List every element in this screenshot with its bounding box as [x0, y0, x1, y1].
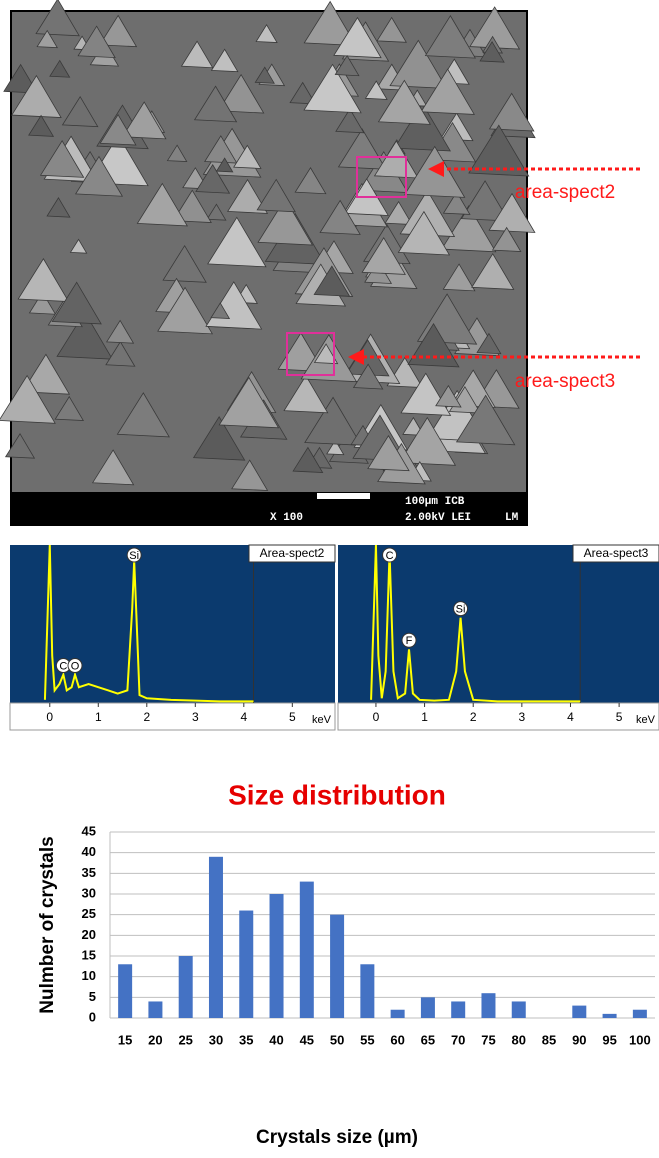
- info-text: 2.00kV LEI: [405, 512, 471, 524]
- x-axis-label: Crystals size (µm): [256, 1127, 418, 1148]
- y-tick-label: 25: [82, 906, 96, 921]
- x-tick-label: 40: [269, 1032, 283, 1047]
- x-tick-label: 85: [542, 1032, 556, 1047]
- info-text: 100µm ICB: [405, 496, 465, 508]
- scale-bar: [317, 493, 370, 499]
- x-tick-label: 5: [616, 710, 623, 724]
- peak-label: C: [59, 660, 67, 672]
- peak-label: C: [386, 550, 394, 562]
- x-tick-label: 55: [360, 1032, 374, 1047]
- x-tick-label: 15: [118, 1032, 132, 1047]
- bar: [512, 1001, 526, 1018]
- figure: area-spect2 area-spect3 100µm ICB 7/10/2…: [0, 0, 659, 1158]
- y-tick-label: 40: [82, 844, 96, 859]
- x-tick-label: 3: [519, 710, 526, 724]
- x-tick-label: 3: [192, 710, 199, 724]
- panel-title: Area-spect3: [584, 546, 649, 560]
- bar: [239, 911, 253, 1018]
- x-tick-label: 70: [451, 1032, 465, 1047]
- x-tick-label: 25: [178, 1032, 192, 1047]
- x-tick-label: 35: [239, 1032, 253, 1047]
- bar: [270, 894, 284, 1018]
- x-tick-label: 60: [390, 1032, 404, 1047]
- bar: [603, 1014, 617, 1018]
- bar: [300, 882, 314, 1018]
- y-tick-label: 20: [82, 927, 96, 942]
- bar: [451, 1001, 465, 1018]
- info-text: 7/10/2013: [565, 496, 625, 508]
- panel-title: Area-spect2: [260, 546, 325, 560]
- axis-strip: [10, 703, 335, 730]
- y-tick-label: 15: [82, 947, 96, 962]
- annotation: area-spect2: [515, 182, 615, 203]
- y-tick-label: 10: [82, 968, 96, 983]
- y-tick-label: 5: [89, 989, 96, 1004]
- x-tick-label: 65: [421, 1032, 435, 1047]
- x-tick-label: 90: [572, 1032, 586, 1047]
- bar: [572, 1006, 586, 1018]
- peak-label: F: [406, 635, 413, 647]
- x-tick-label: 1: [421, 710, 428, 724]
- bar: [421, 997, 435, 1018]
- y-tick-label: 0: [89, 1009, 96, 1024]
- plot-area: [338, 545, 659, 703]
- x-tick-label: 20: [148, 1032, 162, 1047]
- bar: [148, 1001, 162, 1018]
- chart-title: Size distribution: [228, 779, 446, 810]
- peak-label: O: [71, 660, 80, 672]
- x-tick-label: 4: [240, 710, 247, 724]
- x-axis-label: keV: [636, 714, 656, 726]
- annotation: area-spect3: [515, 371, 615, 392]
- x-tick-label: 75: [481, 1032, 495, 1047]
- x-tick-label: 45: [300, 1032, 314, 1047]
- axis-strip: [338, 703, 659, 730]
- y-tick-label: 45: [82, 823, 96, 838]
- info-text: LM: [505, 512, 519, 524]
- x-axis-label: keV: [312, 714, 332, 726]
- bar: [209, 857, 223, 1018]
- x-tick-label: 100: [629, 1032, 651, 1047]
- info-text: WD 6.1mm: [578, 512, 631, 524]
- bar: [330, 915, 344, 1018]
- x-tick-label: 0: [46, 710, 53, 724]
- bar: [633, 1010, 647, 1018]
- y-tick-label: 30: [82, 885, 96, 900]
- y-axis-label: Nulmber of crystals: [37, 836, 58, 1013]
- x-tick-label: 0: [373, 710, 380, 724]
- x-tick-label: 4: [567, 710, 574, 724]
- bar: [118, 964, 132, 1018]
- peak-label: Si: [456, 604, 466, 616]
- x-tick-label: 5: [289, 710, 296, 724]
- plot-area: [10, 545, 335, 703]
- x-tick-label: 95: [602, 1032, 616, 1047]
- bar: [481, 993, 495, 1018]
- x-tick-label: 2: [470, 710, 477, 724]
- bar: [391, 1010, 405, 1018]
- info-text: X 100: [270, 512, 303, 524]
- x-tick-label: 2: [143, 710, 150, 724]
- x-tick-label: 1: [95, 710, 102, 724]
- x-tick-label: 30: [209, 1032, 223, 1047]
- x-tick-label: 80: [512, 1032, 526, 1047]
- bar: [360, 964, 374, 1018]
- bar: [179, 956, 193, 1018]
- peak-label: Si: [129, 550, 139, 562]
- x-tick-label: 50: [330, 1032, 344, 1047]
- y-tick-label: 35: [82, 865, 96, 880]
